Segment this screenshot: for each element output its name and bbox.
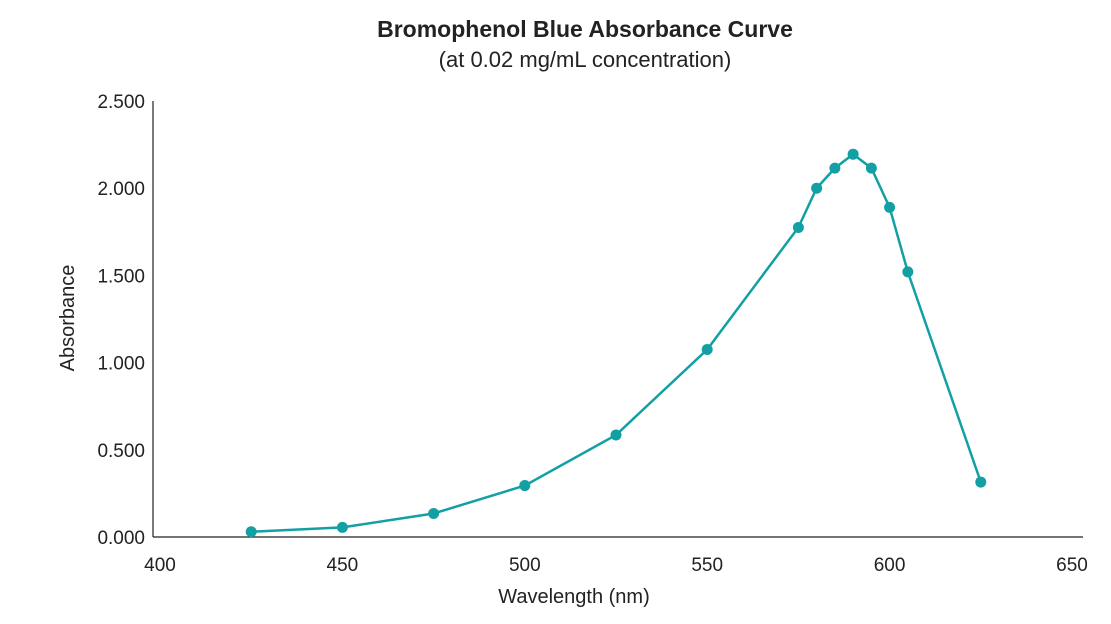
x-tick-label: 650 xyxy=(1056,555,1088,576)
data-point xyxy=(792,221,804,233)
chart-title: Bromophenol Blue Absorbance Curve xyxy=(377,16,793,42)
data-point xyxy=(519,480,531,492)
series-line xyxy=(251,152,982,534)
y-tick-label: 1.500 xyxy=(97,266,145,287)
y-tick-labels: 0.000 0.500 1.000 1.500 2.000 2.500 xyxy=(97,92,145,549)
x-tick-label: 550 xyxy=(691,555,723,576)
data-point xyxy=(701,344,713,356)
x-tick-label: 450 xyxy=(327,555,359,576)
data-point xyxy=(975,476,987,488)
x-tick-label: 600 xyxy=(874,555,906,576)
data-point xyxy=(336,521,348,533)
data-point xyxy=(245,526,257,538)
data-point xyxy=(811,182,823,194)
data-point xyxy=(610,429,622,441)
y-tick-label: 2.000 xyxy=(97,179,145,200)
x-tick-label: 500 xyxy=(509,555,541,576)
y-tick-label: 2.500 xyxy=(97,92,145,113)
y-tick-label: 0.500 xyxy=(97,441,145,462)
series-layer xyxy=(245,148,987,538)
y-axis-label: Absorbance xyxy=(57,265,79,372)
data-point xyxy=(902,266,914,278)
y-tick-label: 0.000 xyxy=(97,528,145,549)
x-tick-labels: 400 450 500 550 600 650 xyxy=(144,555,1088,576)
data-point xyxy=(865,162,877,174)
data-point xyxy=(847,148,859,160)
y-tick-label: 1.000 xyxy=(97,354,145,375)
data-point xyxy=(829,162,841,174)
x-axis-label: Wavelength (nm) xyxy=(498,586,650,608)
data-point xyxy=(884,201,896,213)
x-tick-label: 400 xyxy=(144,555,176,576)
data-point xyxy=(428,507,440,519)
chart-subtitle: (at 0.02 mg/mL concentration) xyxy=(439,47,732,72)
